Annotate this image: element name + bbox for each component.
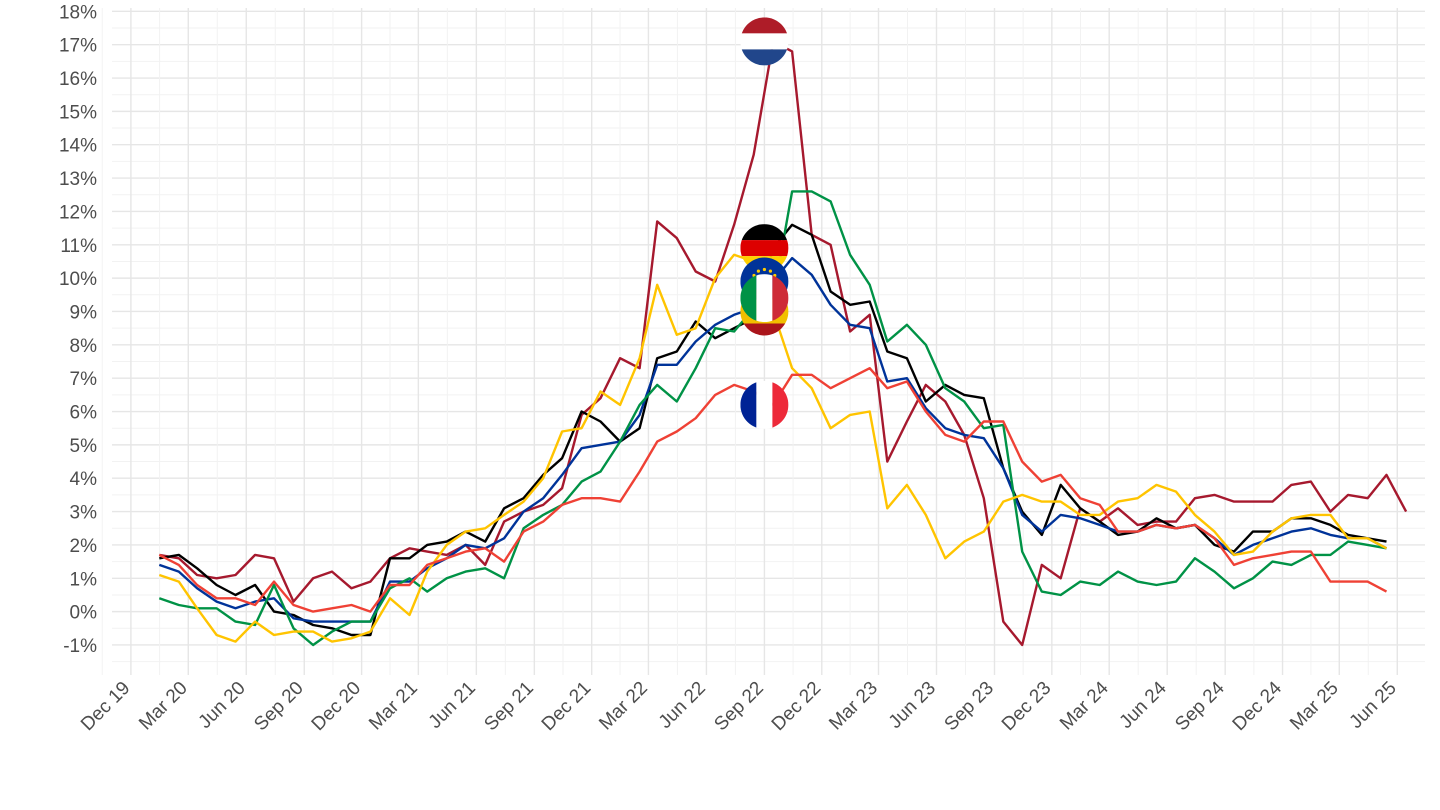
x-tick-label: Sep 20: [250, 678, 307, 735]
x-tick-label: Sep 21: [480, 678, 537, 735]
x-tick-label: Jun 20: [195, 678, 250, 733]
x-tick-label: Dec 23: [998, 678, 1055, 735]
x-tick-label: Jun 24: [1116, 677, 1171, 732]
x-tick-label: Dec 20: [308, 678, 365, 735]
x-axis-ticks: Dec 19 Mar 20 Jun 20 Sep 20 Dec 20 Mar 21 Jun …: [77, 677, 1401, 735]
y-tick-label: 17%: [59, 36, 97, 57]
italy-flag-icon: [740, 274, 789, 323]
y-tick-label: 10%: [59, 269, 97, 290]
y-tick-label: 5%: [70, 436, 98, 457]
x-tick-label: Dec 22: [768, 678, 825, 735]
x-tick-label: Sep 24: [1171, 677, 1229, 735]
x-tick-label: Mar 21: [365, 678, 422, 735]
france-flag-icon: [740, 380, 789, 429]
y-tick-label: 3%: [70, 503, 98, 524]
y-tick-label: 6%: [70, 403, 98, 424]
y-tick-label: 11%: [60, 236, 97, 257]
x-tick-label: Mar 24: [1056, 677, 1113, 734]
y-tick-label: 12%: [59, 202, 97, 223]
x-tick-label: Sep 22: [710, 678, 767, 735]
x-tick-label: Jun 21: [425, 678, 480, 733]
y-tick-label: 8%: [70, 336, 98, 357]
y-tick-label: 16%: [59, 69, 97, 90]
y-tick-label: 2%: [70, 536, 98, 557]
netherlands-flag-icon: [740, 17, 789, 66]
x-tick-label: Mar 25: [1286, 678, 1343, 735]
x-tick-label: Dec 24: [1229, 677, 1287, 735]
y-tick-label: 1%: [70, 569, 98, 590]
y-tick-label: -1%: [63, 636, 97, 657]
y-tick-label: 18%: [59, 2, 97, 23]
x-tick-label: Mar 22: [595, 678, 652, 735]
x-tick-label: Jun 25: [1346, 678, 1401, 733]
y-tick-label: 14%: [59, 136, 97, 157]
x-tick-label: Sep 23: [941, 678, 998, 735]
x-tick-label: Dec 19: [77, 678, 134, 735]
x-tick-label: Mar 20: [135, 678, 192, 735]
y-tick-label: 9%: [70, 302, 98, 323]
y-tick-label: 4%: [70, 469, 98, 490]
y-tick-label: 7%: [70, 369, 98, 390]
x-tick-label: Jun 23: [885, 678, 940, 733]
x-tick-label: Jun 22: [655, 678, 710, 733]
y-tick-label: 13%: [59, 169, 97, 190]
grid: [101, 8, 1425, 675]
series-lines: [158, 40, 1408, 647]
y-tick-label: 0%: [70, 603, 98, 624]
y-axis-ticks: -1% 0% 1% 2% 3% 4% 5% 6% 7% 8% 9% 10% 11% 12% 13% 14% 15…: [59, 2, 97, 657]
y-tick-label: 15%: [59, 102, 97, 123]
x-tick-label: Dec 21: [538, 678, 595, 735]
x-tick-label: Mar 23: [825, 678, 882, 735]
